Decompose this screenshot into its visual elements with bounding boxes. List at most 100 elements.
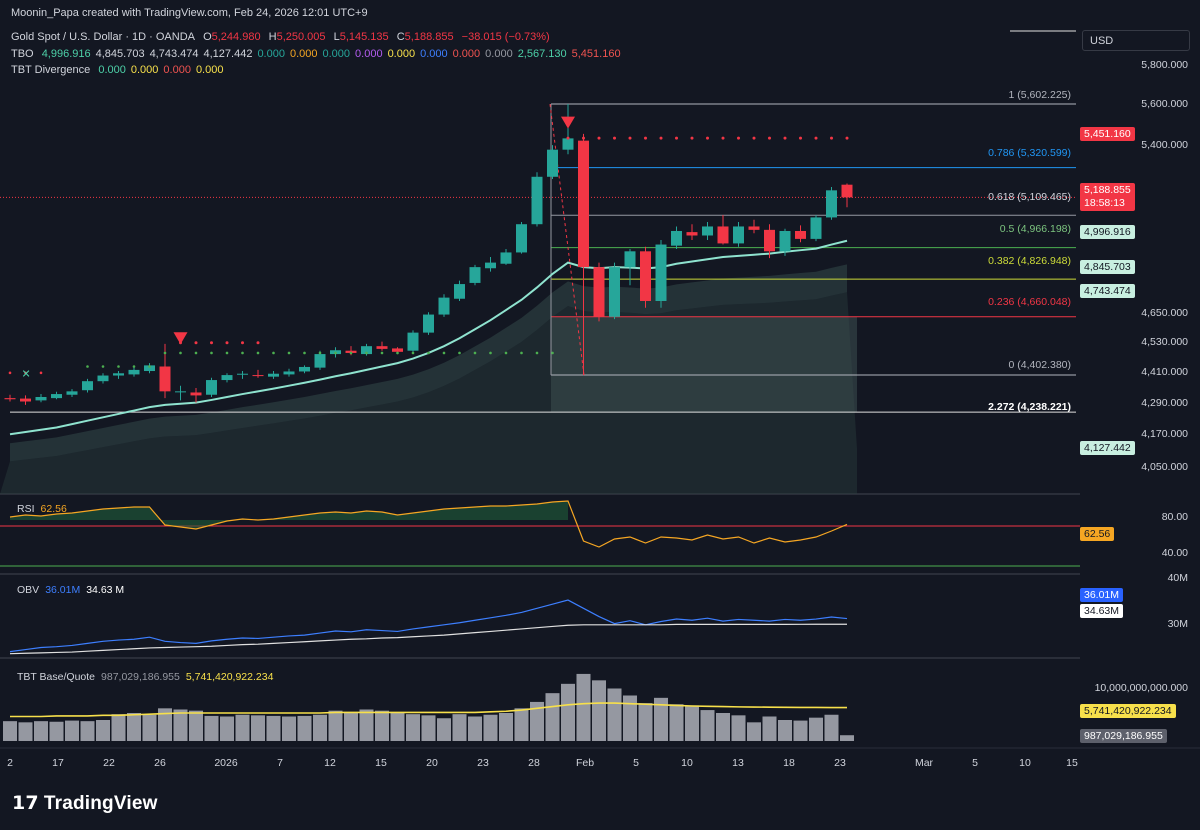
volume-bar <box>545 693 560 741</box>
tbt-value: 987,029,186.955 <box>101 671 180 683</box>
fib-label-0618: 0.618 (5,109.465) <box>988 191 1071 203</box>
candle-body <box>609 267 620 317</box>
support-dot <box>551 351 554 355</box>
tbo-value: 4,996.916 <box>41 48 91 60</box>
resistance-dot <box>24 371 27 375</box>
candle-body <box>252 375 264 377</box>
resistance-dot <box>845 136 849 140</box>
obv-tick: 30M <box>1167 618 1188 630</box>
candle-body <box>733 226 744 244</box>
candle-body <box>82 381 93 391</box>
volume-bar <box>669 704 684 741</box>
candle-body <box>841 184 853 198</box>
tbt-tick: 10,000,000,000.000 <box>1094 682 1188 694</box>
volume-bar <box>530 701 544 741</box>
price-tick: 4,290.000 <box>1141 397 1188 409</box>
fib-label-0: 0 (4,402.380) <box>1008 359 1071 371</box>
candle-body <box>516 224 527 253</box>
volume-bar <box>561 683 575 741</box>
x-tick: 7 <box>277 757 283 769</box>
obv-line <box>9 599 848 653</box>
watermark: Moonin_Papa created with TradingView.com… <box>11 7 368 19</box>
support-dot <box>411 351 415 355</box>
volume-bar <box>514 708 529 741</box>
support-dot <box>520 351 523 355</box>
x-tick: 10 <box>681 757 693 769</box>
volume-bar <box>840 735 854 741</box>
support-dot <box>179 351 182 355</box>
volume-bar <box>623 695 637 741</box>
volume-bar <box>390 713 405 741</box>
rsi-line <box>9 500 848 548</box>
volume-bar <box>824 714 839 741</box>
candle-body <box>407 332 419 351</box>
x-tick: 18 <box>783 757 795 769</box>
cross-signal-icon: ✕ <box>22 367 31 380</box>
support-dot <box>225 351 229 355</box>
support-dot <box>303 351 306 355</box>
support-dot <box>101 365 105 368</box>
ma3-price-label: 4,743.474 <box>1080 284 1135 298</box>
sell-signal-icon <box>173 332 188 345</box>
tbo-value: 0.000 <box>485 48 513 60</box>
volume-bar <box>421 715 436 741</box>
candle-body <box>764 229 775 252</box>
candle-body <box>206 380 217 395</box>
x-tick: 15 <box>375 757 387 769</box>
support-dot <box>241 351 244 355</box>
x-tick: 23 <box>477 757 489 769</box>
candle-body <box>624 251 636 268</box>
support-dot <box>287 351 291 355</box>
support-dot <box>148 365 151 368</box>
tradingview-logo[interactable]: 17 TradingView <box>12 792 158 814</box>
tbo-value: 0.000 <box>420 48 448 60</box>
volume-bar <box>3 721 17 741</box>
candle-body <box>500 252 512 264</box>
candle-body <box>4 398 16 400</box>
price-tick: 5,400.000 <box>1141 139 1188 151</box>
volume-bar <box>173 709 188 741</box>
resistance-dot <box>830 136 833 140</box>
candle-body <box>547 149 558 177</box>
candle-body <box>35 396 47 401</box>
price-tick: 4,170.000 <box>1141 428 1188 440</box>
volume-bar <box>483 714 498 741</box>
x-tick: 22 <box>103 757 115 769</box>
support-dot <box>272 351 275 355</box>
support-dot <box>504 351 508 355</box>
candle-body <box>779 230 791 252</box>
candle-body <box>702 226 713 236</box>
candle-body <box>748 226 760 230</box>
rsi-legend: RSI 62.56 <box>17 503 67 515</box>
support-dot <box>132 365 136 368</box>
resistance-dot <box>675 136 678 140</box>
volume-bar <box>204 715 219 741</box>
candle-body <box>810 217 822 239</box>
resistance-dot <box>752 136 756 140</box>
x-tick: 12 <box>324 757 336 769</box>
tbt-ma-value: 5,741,420,922.234 <box>185 671 274 683</box>
rsi-value: 62.56 <box>40 503 67 515</box>
ohlc-open: 5,244.980 <box>211 31 261 43</box>
volume-bar <box>731 715 746 741</box>
candle-body <box>376 346 388 349</box>
volume-bar <box>282 716 296 741</box>
fib-label-2272: 2.272 (4,238.221) <box>988 401 1071 413</box>
x-tick: 5 <box>633 757 639 769</box>
volume-bar <box>80 721 95 741</box>
resistance-dot <box>597 136 601 140</box>
resistance-dot <box>179 341 182 345</box>
currency-selector[interactable]: USD <box>1082 30 1190 51</box>
candle-body <box>299 366 310 372</box>
price-tick: 4,530.000 <box>1141 336 1188 348</box>
obv-value: 36.01M <box>45 584 81 596</box>
support-dot <box>489 351 492 355</box>
tbo-name: TBO <box>11 48 34 60</box>
candle-body <box>655 244 667 302</box>
candle-body <box>795 230 806 239</box>
price-tick: 5,600.000 <box>1141 98 1188 110</box>
x-tick: 10 <box>1019 757 1031 769</box>
candle-body <box>113 373 124 376</box>
candle-body <box>268 373 279 377</box>
